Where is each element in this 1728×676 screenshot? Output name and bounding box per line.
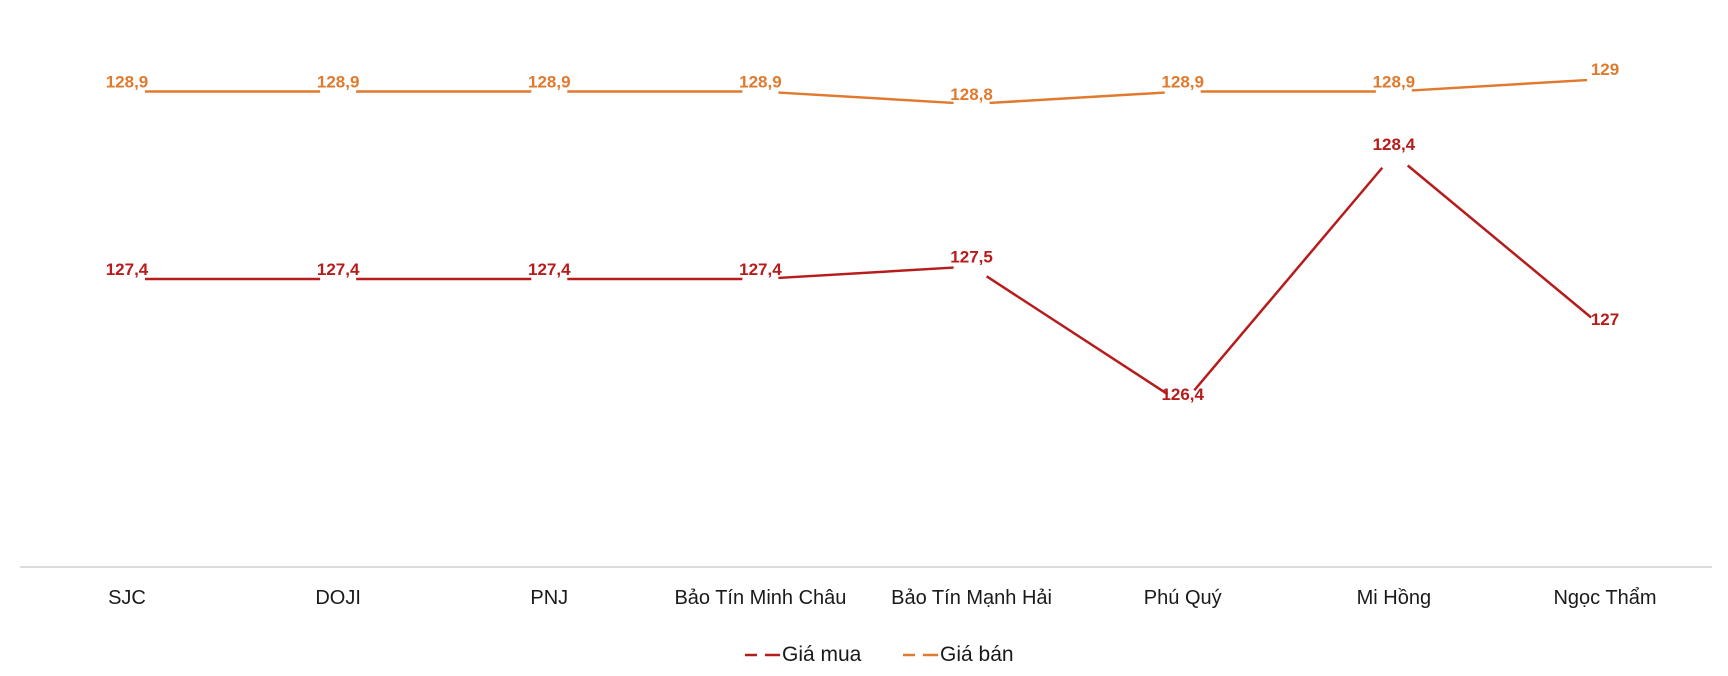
series-2-segment [778, 91, 954, 105]
category-label: Ngọc Thẩm [1553, 587, 1656, 609]
data-label: 128,8 [950, 85, 993, 104]
data-label: 128,9 [739, 73, 782, 92]
data-label-layer: 127,4 127,4 127,4 127,4 127,5 126,4 128,4 127 12… [106, 60, 1619, 404]
series-1-segment [778, 266, 954, 280]
data-label: 128,4 [1373, 135, 1416, 154]
data-label: 127,5 [950, 248, 993, 267]
data-label: 128,9 [1161, 73, 1204, 92]
data-label: 128,9 [528, 73, 571, 92]
series-2-segment [989, 91, 1165, 105]
data-label: 127 [1591, 310, 1619, 329]
series-2-segment [1411, 78, 1588, 92]
series-layer [145, 78, 1592, 396]
legend-label: Giá bán [940, 643, 1014, 666]
category-label: PNJ [530, 587, 568, 609]
category-label: Mi Hồng [1357, 587, 1431, 609]
series-1 [145, 164, 1592, 396]
category-label: SJC [108, 587, 146, 609]
data-label: 126,4 [1161, 385, 1204, 404]
category-label: Bảo Tín Mạnh Hải [891, 587, 1052, 609]
category-label: Bảo Tín Minh Châu [674, 587, 846, 609]
series-1-segment [1193, 166, 1384, 392]
category-label: Phú Quý [1144, 587, 1222, 609]
legend-label: Giá mua [782, 643, 862, 666]
category-label: DOJI [315, 587, 361, 609]
category-label-layer: SJC DOJI PNJ Bảo Tín Minh Châu Bảo Tín Mạnh … [108, 587, 1656, 609]
series-2 [145, 78, 1588, 105]
data-label: 128,9 [106, 73, 149, 92]
data-label: 128,9 [1373, 73, 1416, 92]
series-1-segment [1406, 164, 1592, 319]
data-label: 128,9 [317, 73, 360, 92]
legend: Giá mua Giá bán [745, 643, 1014, 666]
data-label: 127,4 [317, 260, 360, 279]
series-1-segment [985, 275, 1169, 396]
data-label: 127,4 [106, 260, 149, 279]
data-label: 129 [1591, 60, 1619, 79]
data-label: 127,4 [739, 260, 782, 279]
data-label: 127,4 [528, 260, 571, 279]
